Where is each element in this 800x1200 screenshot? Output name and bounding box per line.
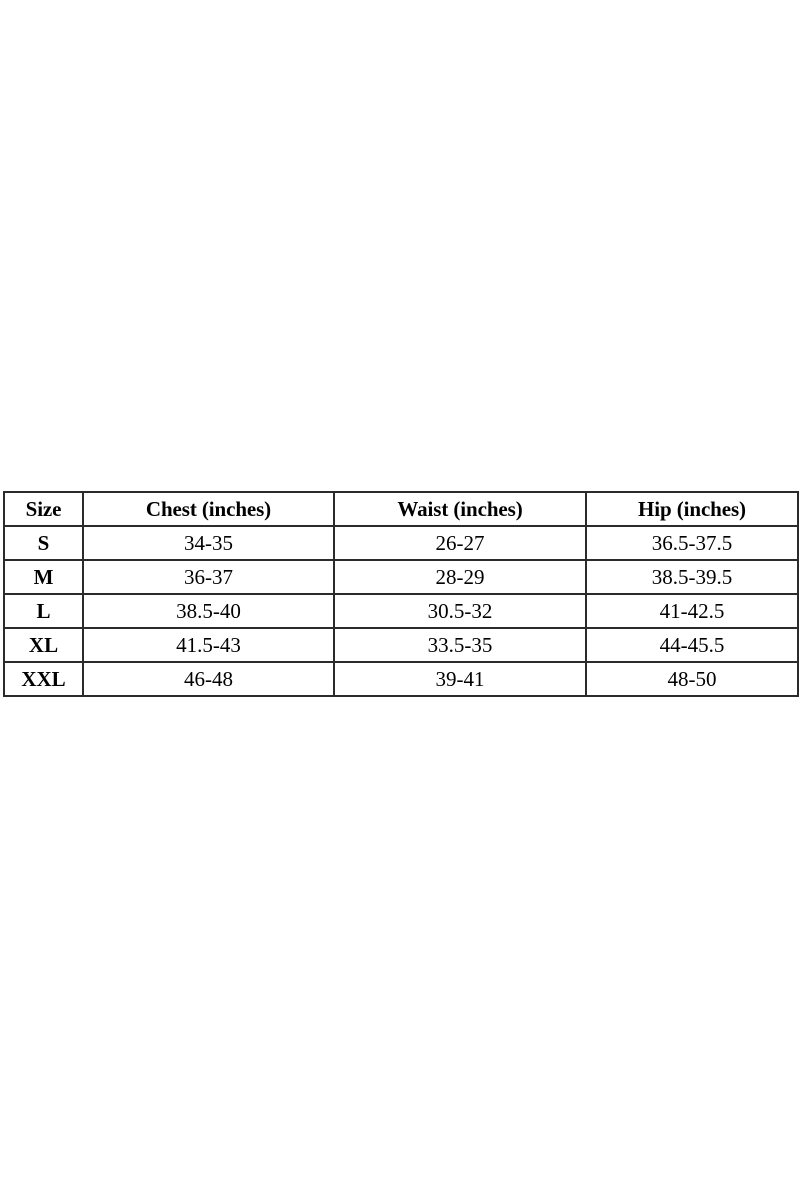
table-row: L 38.5-40 30.5-32 41-42.5 — [3, 593, 799, 629]
cell-hip: 36.5-37.5 — [585, 525, 799, 561]
column-header-size: Size — [3, 491, 84, 527]
column-header-waist: Waist (inches) — [333, 491, 587, 527]
cell-hip: 44-45.5 — [585, 627, 799, 663]
cell-chest: 34-35 — [82, 525, 335, 561]
cell-size: M — [3, 559, 84, 595]
table-row: S 34-35 26-27 36.5-37.5 — [3, 525, 799, 561]
cell-size: S — [3, 525, 84, 561]
cell-waist: 39-41 — [333, 661, 587, 697]
cell-waist: 30.5-32 — [333, 593, 587, 629]
cell-size: XXL — [3, 661, 84, 697]
column-header-chest: Chest (inches) — [82, 491, 335, 527]
size-chart-table: Size Chest (inches) Waist (inches) Hip (… — [3, 491, 799, 697]
table-row: XXL 46-48 39-41 48-50 — [3, 661, 799, 697]
cell-hip: 41-42.5 — [585, 593, 799, 629]
cell-size: L — [3, 593, 84, 629]
cell-hip: 38.5-39.5 — [585, 559, 799, 595]
table-row: XL 41.5-43 33.5-35 44-45.5 — [3, 627, 799, 663]
cell-chest: 36-37 — [82, 559, 335, 595]
cell-size: XL — [3, 627, 84, 663]
cell-hip: 48-50 — [585, 661, 799, 697]
table-header-row: Size Chest (inches) Waist (inches) Hip (… — [3, 491, 799, 527]
cell-chest: 41.5-43 — [82, 627, 335, 663]
cell-waist: 26-27 — [333, 525, 587, 561]
table-row: M 36-37 28-29 38.5-39.5 — [3, 559, 799, 595]
column-header-hip: Hip (inches) — [585, 491, 799, 527]
cell-waist: 28-29 — [333, 559, 587, 595]
cell-chest: 38.5-40 — [82, 593, 335, 629]
cell-waist: 33.5-35 — [333, 627, 587, 663]
cell-chest: 46-48 — [82, 661, 335, 697]
size-chart-container: Size Chest (inches) Waist (inches) Hip (… — [3, 491, 799, 697]
